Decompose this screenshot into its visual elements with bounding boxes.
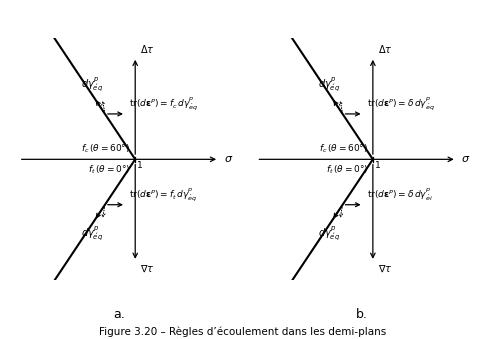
- Text: $\mathrm{tr}(d\mathbf{\varepsilon}^P) = \delta\,d\gamma^p_{\acute{e}q}$: $\mathrm{tr}(d\mathbf{\varepsilon}^P) = …: [366, 95, 434, 112]
- Text: $\sigma$: $\sigma$: [460, 154, 469, 164]
- Text: 1: 1: [374, 161, 379, 170]
- Text: $\Delta\tau$: $\Delta\tau$: [377, 43, 391, 55]
- Text: $\mathrm{tr}(d\mathbf{\varepsilon}^P) = f_t\,d\gamma^p_{\acute{e}q}$: $\mathrm{tr}(d\mathbf{\varepsilon}^P) = …: [129, 186, 197, 203]
- Text: $f_c\,(\theta{=}60°)$: $f_c\,(\theta{=}60°)$: [318, 143, 367, 155]
- Text: $\mathrm{tr}(d\mathbf{\varepsilon}^P) = \delta\,d\gamma^p_{\acute{e}i}$: $\mathrm{tr}(d\mathbf{\varepsilon}^P) = …: [366, 187, 432, 203]
- Text: $f_t\,(\theta{=}0°)$: $f_t\,(\theta{=}0°)$: [325, 163, 367, 176]
- Text: $\nabla\tau$: $\nabla\tau$: [139, 264, 154, 275]
- Text: $f_t\,(\theta{=}0°)$: $f_t\,(\theta{=}0°)$: [88, 163, 130, 176]
- Text: $\nabla\tau$: $\nabla\tau$: [377, 264, 391, 275]
- Text: a.: a.: [113, 308, 124, 321]
- Text: 1: 1: [137, 161, 142, 170]
- Text: $f_c\,(\theta{=}60°)$: $f_c\,(\theta{=}60°)$: [81, 143, 130, 155]
- Text: $\sigma$: $\sigma$: [223, 154, 232, 164]
- Text: $d\gamma^p_{\acute{e}q}$: $d\gamma^p_{\acute{e}q}$: [80, 75, 103, 94]
- Text: $\Delta\tau$: $\Delta\tau$: [139, 43, 154, 55]
- Text: Figure 3.20 – Règles d’écoulement dans les demi-plans: Figure 3.20 – Règles d’écoulement dans l…: [99, 327, 385, 337]
- Text: $\mathrm{tr}(d\mathbf{\varepsilon}^P) = f_c\,d\gamma^p_{\acute{e}q}$: $\mathrm{tr}(d\mathbf{\varepsilon}^P) = …: [129, 95, 198, 112]
- Text: b.: b.: [355, 308, 366, 321]
- Text: $d\gamma^p_{\acute{e}q}$: $d\gamma^p_{\acute{e}q}$: [318, 225, 340, 243]
- Text: $d\gamma^p_{\acute{e}q}$: $d\gamma^p_{\acute{e}q}$: [80, 225, 103, 243]
- Text: $d\gamma^p_{\acute{e}q}$: $d\gamma^p_{\acute{e}q}$: [318, 75, 340, 94]
